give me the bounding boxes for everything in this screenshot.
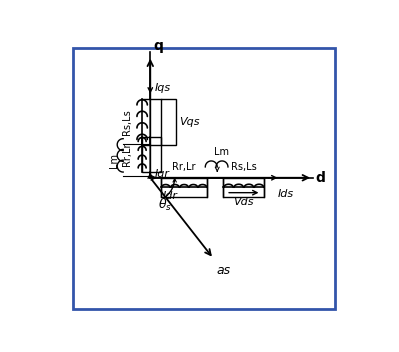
Text: Vds: Vds xyxy=(233,197,254,207)
Bar xyxy=(161,99,176,145)
Text: Lm: Lm xyxy=(109,153,119,168)
Text: Idr: Idr xyxy=(162,191,178,201)
Text: Iqr: Iqr xyxy=(154,169,169,179)
Text: $\theta_s$: $\theta_s$ xyxy=(158,197,172,213)
Text: q: q xyxy=(153,39,163,53)
Text: Lm: Lm xyxy=(215,147,229,157)
Text: Rr,Lr: Rr,Lr xyxy=(172,162,196,172)
Text: Rs,Ls: Rs,Ls xyxy=(122,109,132,135)
Text: Ids: Ids xyxy=(278,189,294,199)
Bar xyxy=(223,178,264,197)
Text: Rs,Ls: Rs,Ls xyxy=(231,162,257,172)
Text: Vqs: Vqs xyxy=(179,117,199,127)
Text: d: d xyxy=(316,171,326,185)
Bar xyxy=(161,178,207,197)
Bar xyxy=(142,137,160,172)
Text: Rr,Lr: Rr,Lr xyxy=(122,143,132,166)
Text: Iqs: Iqs xyxy=(154,83,170,93)
Text: as: as xyxy=(216,264,231,277)
